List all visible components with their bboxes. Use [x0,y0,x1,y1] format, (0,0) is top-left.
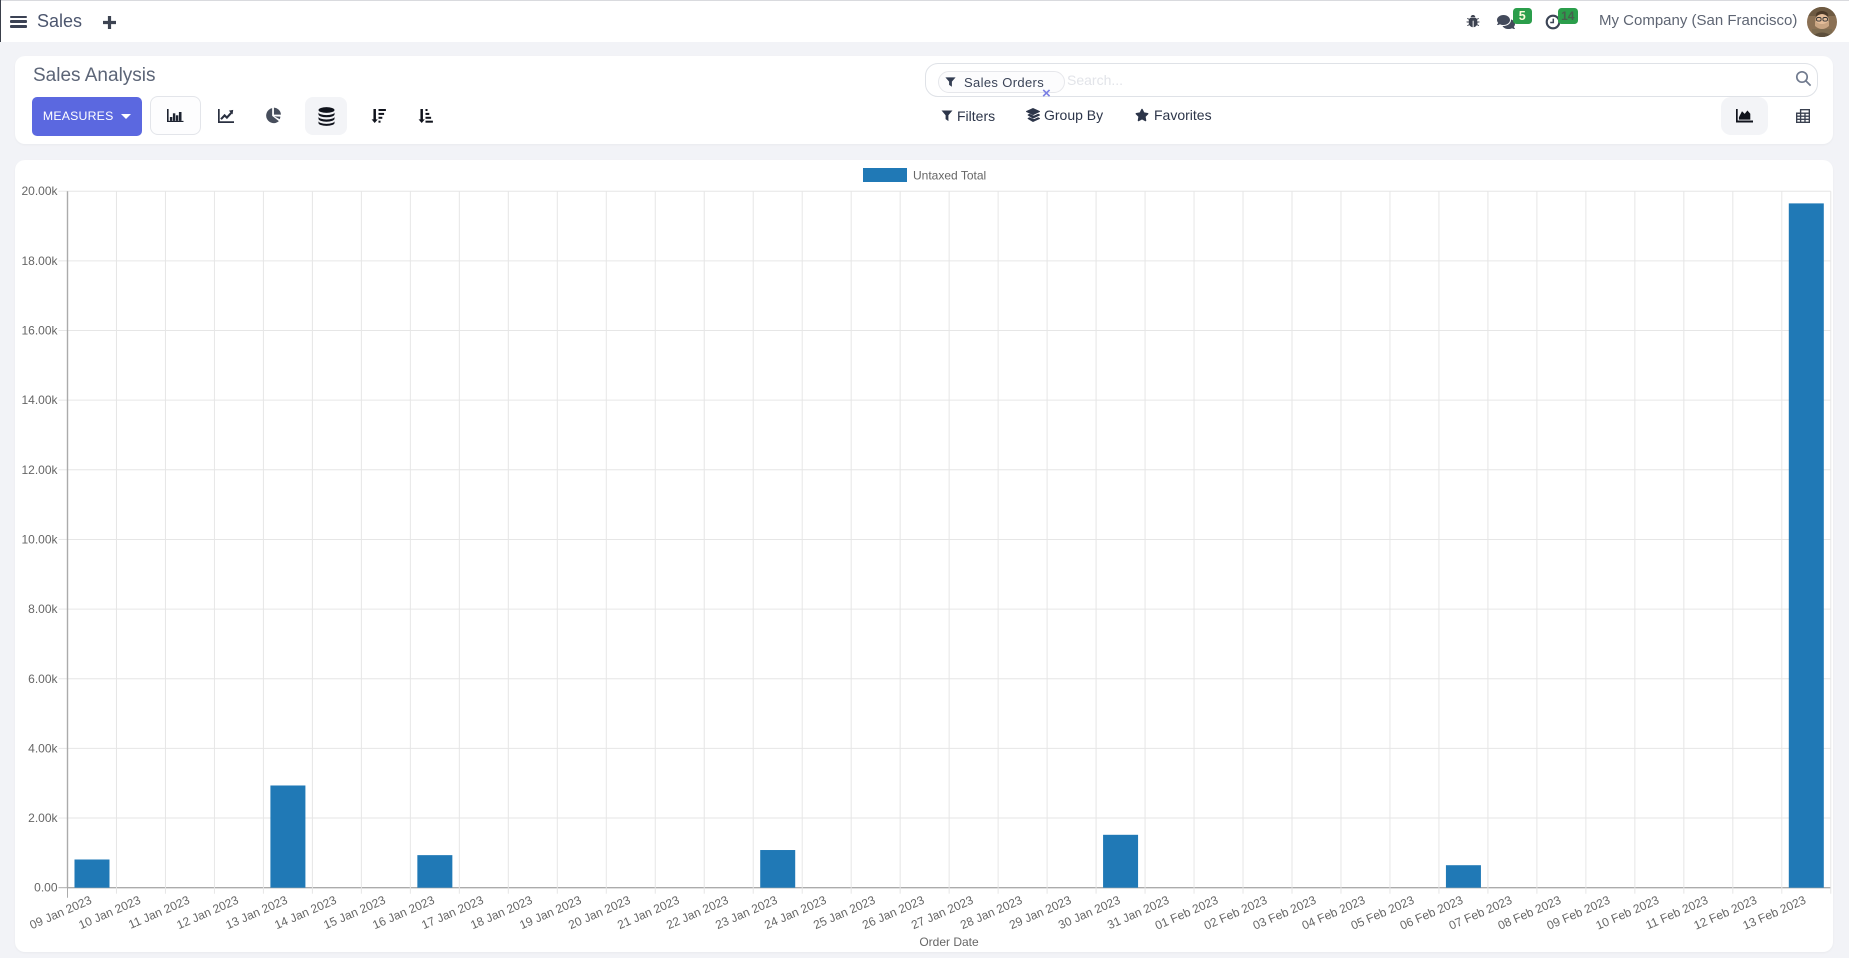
svg-text:4.00k: 4.00k [28,741,58,755]
svg-text:10.00k: 10.00k [21,532,58,546]
svg-text:2.00k: 2.00k [28,811,58,825]
svg-text:20.00k: 20.00k [21,184,58,198]
svg-text:16.00k: 16.00k [21,324,58,338]
svg-text:18.00k: 18.00k [21,254,58,268]
svg-text:Order Date: Order Date [919,935,979,949]
svg-text:6.00k: 6.00k [28,672,58,686]
svg-text:0.00: 0.00 [34,881,58,895]
svg-text:14.00k: 14.00k [21,393,58,407]
svg-text:8.00k: 8.00k [28,602,58,616]
svg-text:Untaxed Total: Untaxed Total [913,169,986,183]
svg-text:12.00k: 12.00k [21,463,58,477]
